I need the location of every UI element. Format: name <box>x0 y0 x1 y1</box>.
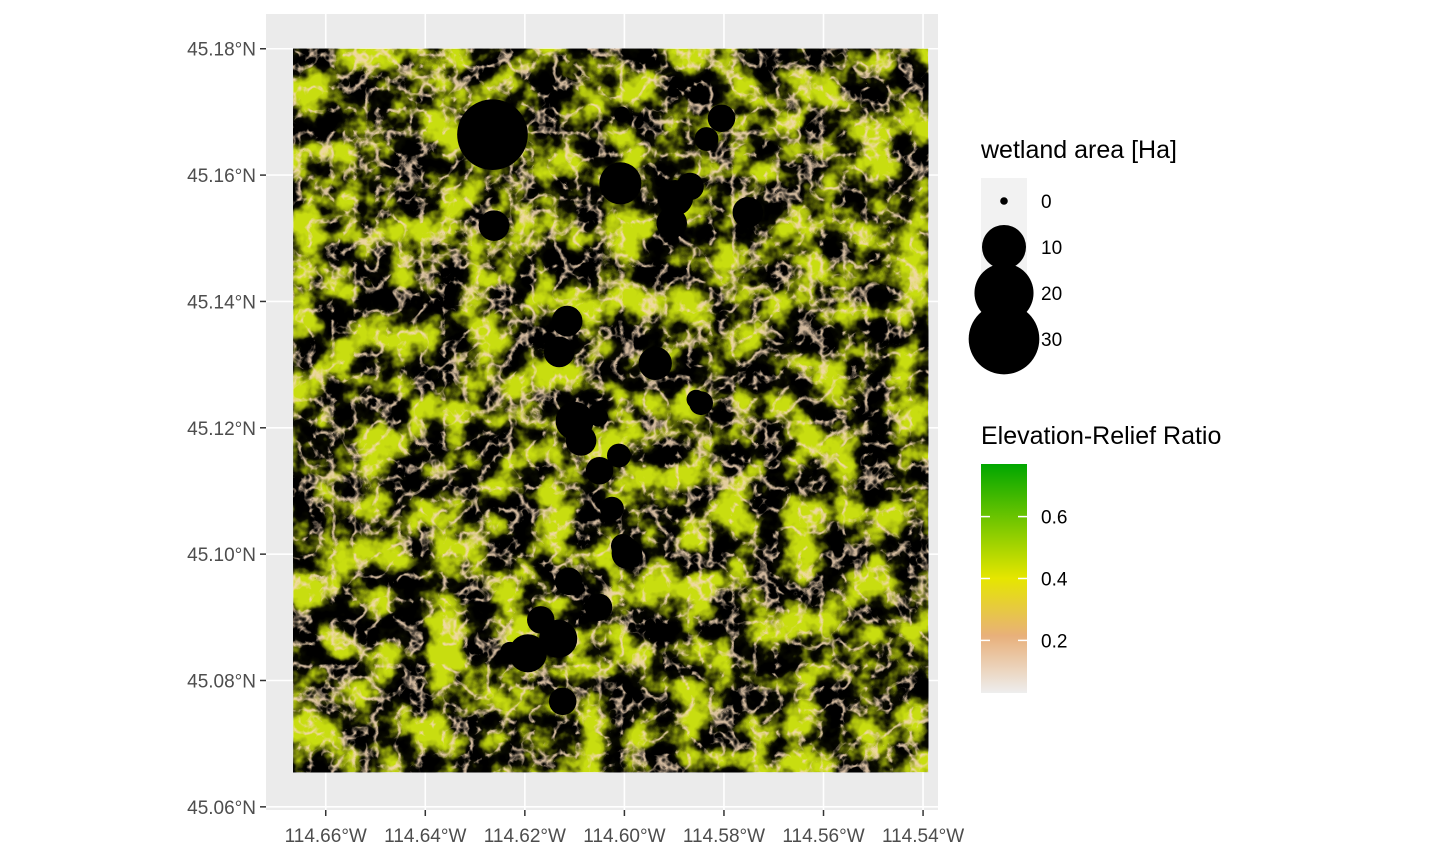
y-tick-label-3: 45.12°N <box>187 419 256 440</box>
x-tick-label-4: 114.58°W <box>683 826 765 847</box>
wetland-point-15 <box>689 391 713 416</box>
elevation-relief-raster <box>293 48 929 773</box>
size-legend-label-2: 20 <box>1041 284 1062 305</box>
wetland-point-19 <box>606 443 631 468</box>
y-tick-label-5: 45.16°N <box>187 166 256 187</box>
wetland-point-9 <box>732 197 764 228</box>
x-axis: 114.66°W 114.64°W 114.62°W 114.60°W 114.58°W… <box>285 810 964 847</box>
wetland-point-23 <box>611 538 643 569</box>
colorbar-ticks: 0.2 0.4 0.6 <box>981 508 1068 652</box>
color-legend-title: Elevation-Relief Ratio <box>981 422 1221 450</box>
size-legend-label-3: 30 <box>1041 330 1062 351</box>
x-tick-label-6: 114.54°W <box>882 826 964 847</box>
wetland-point-21 <box>600 496 624 521</box>
x-tick-label-3: 114.60°W <box>583 826 665 847</box>
y-tick-label-2: 45.10°N <box>187 545 256 566</box>
wetland-point-27 <box>539 619 578 658</box>
wetland-point-7 <box>657 179 694 216</box>
size-legend-symbol-3 <box>968 303 1040 375</box>
x-tick-label-1: 114.64°W <box>384 826 466 847</box>
y-tick-label-4: 45.14°N <box>187 292 256 313</box>
colorbar-label-1: 0.4 <box>1041 570 1068 591</box>
colorbar-label-0: 0.2 <box>1041 631 1067 652</box>
wetland-point-29 <box>508 634 547 673</box>
y-axis: 45.06°N 45.08°N 45.10°N 45.12°N 45.14°N 45.16… <box>187 40 266 819</box>
wetland-point-10 <box>478 210 510 241</box>
size-legend-label-0: 0 <box>1041 192 1052 213</box>
wetland-point-18 <box>565 425 597 456</box>
wetland-point-30 <box>548 687 577 716</box>
wetland-point-12 <box>543 336 575 368</box>
x-tick-label-0: 114.66°W <box>285 826 367 847</box>
wetland-point-11 <box>551 305 583 337</box>
size-legend-label-1: 10 <box>1041 238 1062 259</box>
size-legend-symbol-0 <box>1000 197 1008 205</box>
x-tick-label-2: 114.62°W <box>484 826 566 847</box>
wetland-point-1 <box>614 106 630 123</box>
y-tick-label-0: 45.06°N <box>187 798 256 819</box>
x-tick-label-5: 114.56°W <box>782 826 864 847</box>
y-tick-label-1: 45.08°N <box>187 671 256 692</box>
wetland-point-8 <box>656 207 687 239</box>
colorbar-label-2: 0.6 <box>1041 508 1067 529</box>
wetland-point-3 <box>694 127 719 152</box>
wetland-point-2 <box>707 104 736 133</box>
size-legend: wetland area [Ha] 0 10 20 30 <box>968 136 1177 375</box>
wetland-point-25 <box>584 593 613 621</box>
size-legend-keys: 0 10 20 30 <box>968 178 1062 375</box>
wetland-point-16 <box>588 407 609 427</box>
wetland-point-4 <box>599 162 642 205</box>
wetland-point-20 <box>585 456 614 485</box>
y-tick-label-6: 45.18°N <box>187 40 256 61</box>
wetland-point-24 <box>554 567 583 596</box>
wetland-point-13 <box>638 346 672 381</box>
size-legend-symbol-1 <box>982 225 1026 269</box>
size-legend-title: wetland area [Ha] <box>980 136 1177 164</box>
wetland-point-0 <box>457 99 528 170</box>
color-legend: Elevation-Relief Ratio 0.2 0.4 0.6 <box>981 422 1221 693</box>
wetland-points <box>457 99 764 716</box>
